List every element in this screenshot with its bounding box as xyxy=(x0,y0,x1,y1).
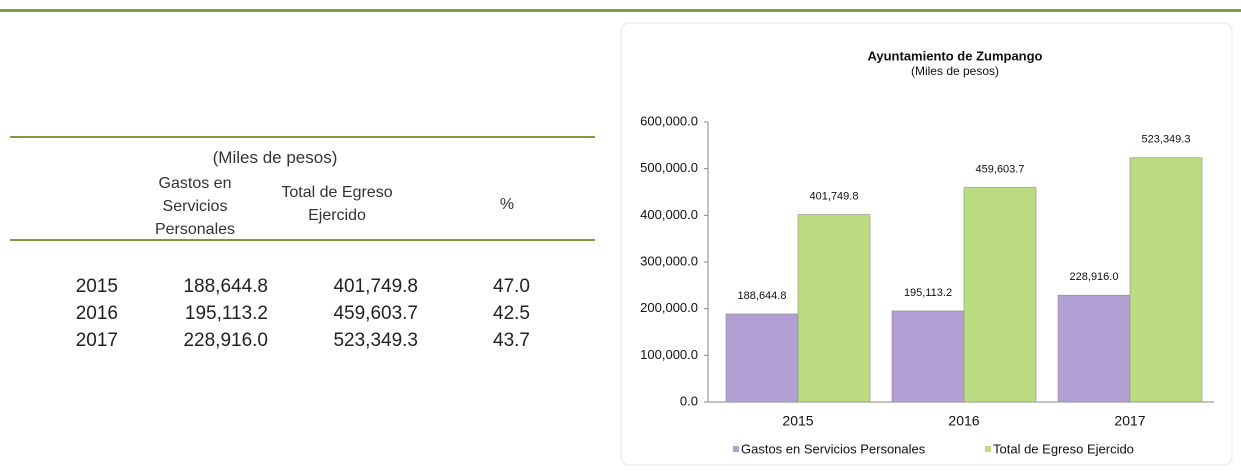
value-label: 188,644.8 xyxy=(738,290,787,302)
y-tick-label: 400,000.0 xyxy=(640,207,698,222)
chart-subtitle: (Miles de pesos) xyxy=(911,64,999,78)
table-cell: 188,644.8 xyxy=(183,276,268,297)
y-tick-label: 0.0 xyxy=(680,393,698,408)
chart-title: Ayuntamiento de Zumpango xyxy=(867,48,1042,63)
x-tick-label: 2016 xyxy=(948,413,979,429)
table-cell: 2017 xyxy=(75,330,118,351)
value-label: 459,603.7 xyxy=(976,163,1025,175)
y-tick-label: 200,000.0 xyxy=(640,300,698,315)
table-caption: (Miles de pesos) xyxy=(212,148,338,167)
table-cell: 43.7 xyxy=(493,330,530,351)
table-rule xyxy=(10,239,595,241)
table-rule xyxy=(10,136,595,138)
x-tick-label: 2015 xyxy=(782,413,813,429)
top-rule xyxy=(0,9,1241,12)
legend-swatch xyxy=(733,446,739,452)
bar xyxy=(891,310,965,403)
y-tick-label: 600,000.0 xyxy=(640,113,698,128)
table-cell: 195,113.2 xyxy=(184,303,268,324)
value-label: 523,349.3 xyxy=(1142,134,1191,146)
table-cell: 47.0 xyxy=(493,276,530,297)
x-tick-label: 2017 xyxy=(1114,413,1145,429)
legend-label: Total de Egreso Ejercido xyxy=(993,441,1134,456)
y-tick-label: 300,000.0 xyxy=(640,253,698,268)
table-cell: 459,603.7 xyxy=(333,303,418,324)
value-label: 228,916.0 xyxy=(1070,271,1119,283)
column-header: % xyxy=(499,196,515,213)
table-cell: 523,349.3 xyxy=(333,330,418,351)
bar xyxy=(1057,294,1131,403)
bar xyxy=(1129,157,1203,403)
table-cell: 2015 xyxy=(75,276,118,297)
table-cell: 42.5 xyxy=(493,303,530,324)
bar xyxy=(963,187,1037,403)
column-header: Total de Egreso Ejercido xyxy=(281,184,393,224)
value-label: 195,113.2 xyxy=(904,287,952,299)
bar xyxy=(725,313,799,403)
table-cell: 228,916.0 xyxy=(183,330,268,351)
value-label: 401,749.8 xyxy=(810,190,859,202)
y-tick-label: 500,000.0 xyxy=(640,160,698,175)
table-cell: 401,749.8 xyxy=(333,276,418,297)
column-header: Gastos en Servicios Personales xyxy=(154,175,236,238)
legend-swatch xyxy=(985,446,991,452)
y-tick-label: 100,000.0 xyxy=(640,347,698,362)
legend-label: Gastos en Servicios Personales xyxy=(741,441,926,456)
table-cell: 2016 xyxy=(75,303,118,324)
bar xyxy=(797,214,871,403)
